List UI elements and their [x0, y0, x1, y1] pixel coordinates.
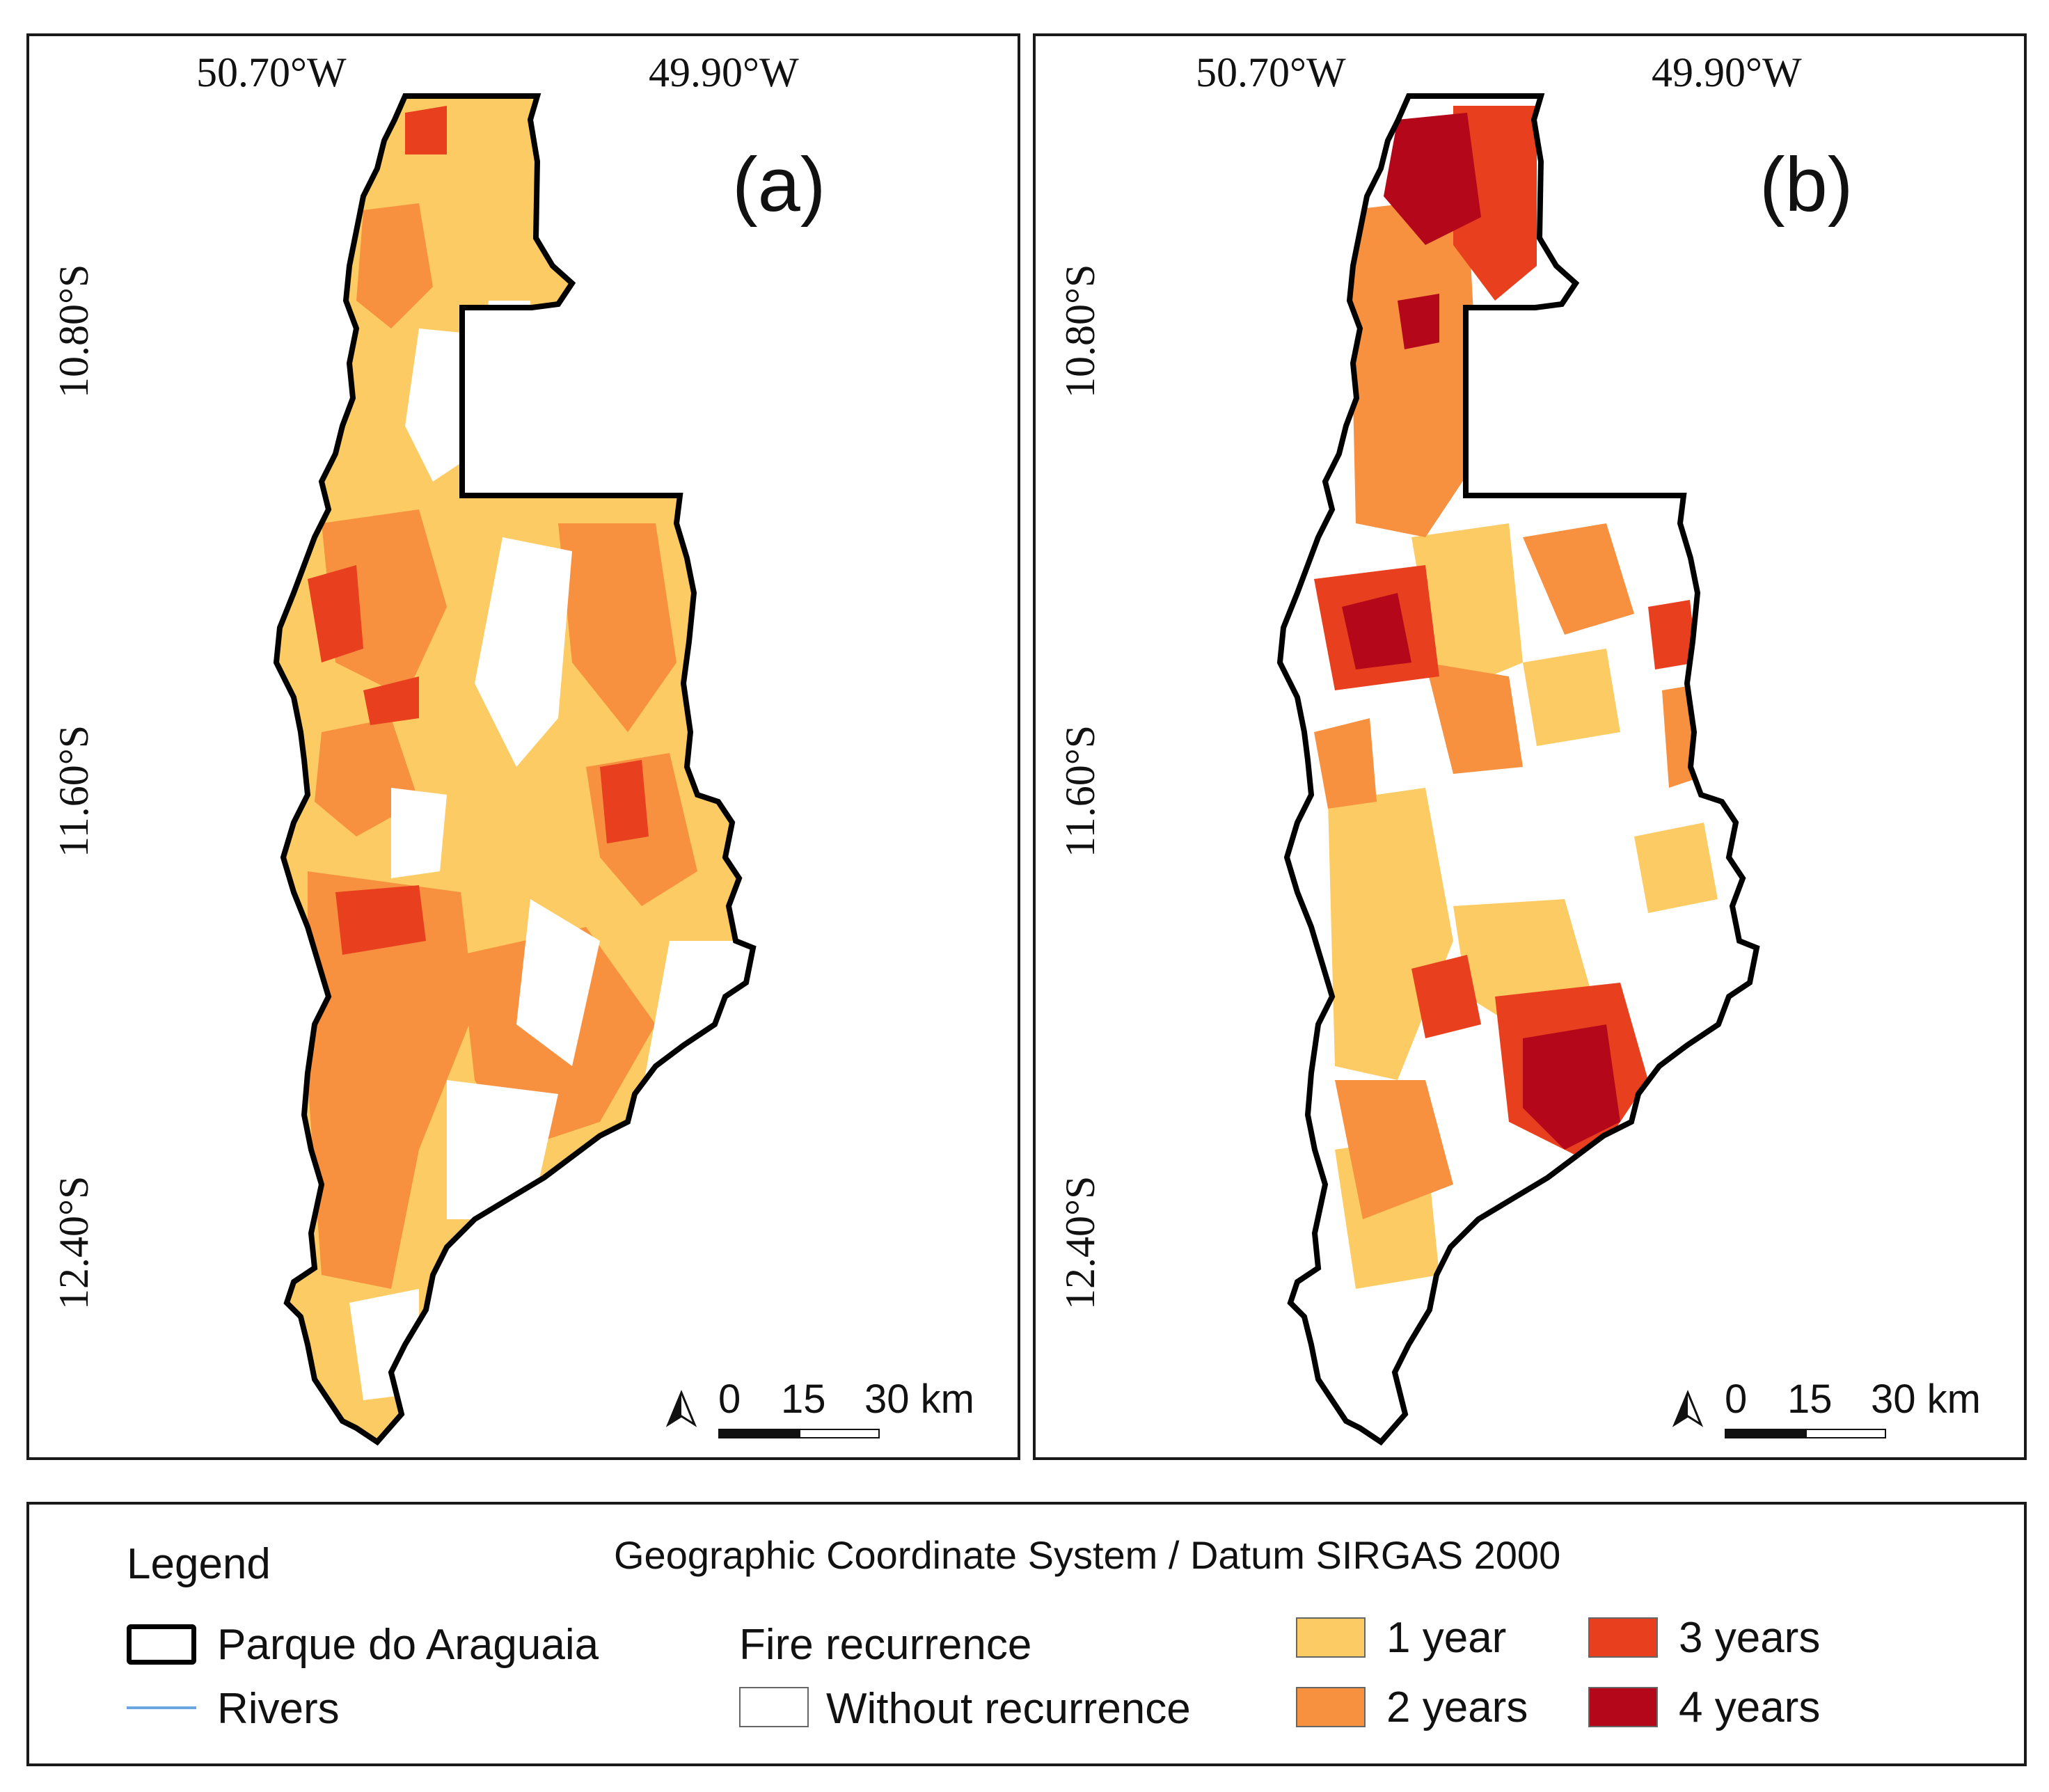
scale-segment-white [799, 1429, 880, 1438]
scale-segment-black [1725, 1429, 1805, 1438]
rivers-label: Rivers [217, 1685, 340, 1733]
lon-label-east: 49.90°W [649, 49, 799, 95]
park-boundary-label: Parque do Araguaia [217, 1621, 599, 1669]
scale-mid: 15 [781, 1377, 826, 1422]
class-label-2-years: 2 years [1386, 1683, 1528, 1731]
north-arrow-icon [665, 1390, 697, 1427]
class-label-4-years: 4 years [1679, 1683, 1821, 1731]
scale-segment-white [1805, 1429, 1886, 1438]
scale-bar: 0 15 30 km [663, 1376, 1011, 1445]
crs-label: Geographic Coordinate System / Datum SIR… [614, 1533, 1561, 1577]
legend: Legend Geographic Coordinate System / Da… [26, 1502, 2027, 1766]
class-label-3-years: 3 years [1679, 1614, 1821, 1662]
scale-zero: 0 [1725, 1377, 1748, 1422]
scale-segment-black [718, 1429, 799, 1438]
scale-end: 30 km [864, 1377, 974, 1422]
class-swatch-none [739, 1687, 809, 1727]
class-swatch-3-years [1588, 1617, 1658, 1658]
scale-bar: 0 15 30 km [1669, 1376, 2017, 1445]
lon-label-east: 49.90°W [1652, 49, 1802, 95]
rivers-swatch [127, 1706, 196, 1709]
class-swatch-4-years [1588, 1687, 1658, 1727]
fire-recurrence-map-a [29, 36, 1020, 1460]
class-label-1-year: 1 year [1386, 1614, 1507, 1662]
class-swatch-2-years [1296, 1687, 1366, 1727]
lon-label-west: 50.70°W [196, 49, 347, 95]
legend-title: Legend [127, 1540, 271, 1588]
panel-label: (b) [1759, 142, 1853, 228]
panel-label: (a) [732, 142, 826, 228]
fire-recurrence-title: Fire recurrence [739, 1621, 1032, 1669]
fire-recurrence-map-b [1036, 36, 2027, 1460]
scale-mid: 15 [1787, 1377, 1833, 1422]
class-label-none: Without recurrence [826, 1685, 1191, 1733]
map-panel-b: 50.70°W 49.90°W 10.80°S 11.60°S 12.40°S … [1033, 33, 2027, 1460]
north-arrow-icon [1672, 1390, 1704, 1427]
scale-zero: 0 [718, 1377, 741, 1422]
class-swatch-1-year [1296, 1617, 1366, 1658]
map-panel-a: 50.70°W 49.90°W 10.80°S 11.60°S 12.40°S … [26, 33, 1020, 1460]
lon-label-west: 50.70°W [1196, 49, 1346, 95]
park-boundary-swatch [127, 1624, 196, 1665]
scale-end: 30 km [1871, 1377, 1981, 1422]
